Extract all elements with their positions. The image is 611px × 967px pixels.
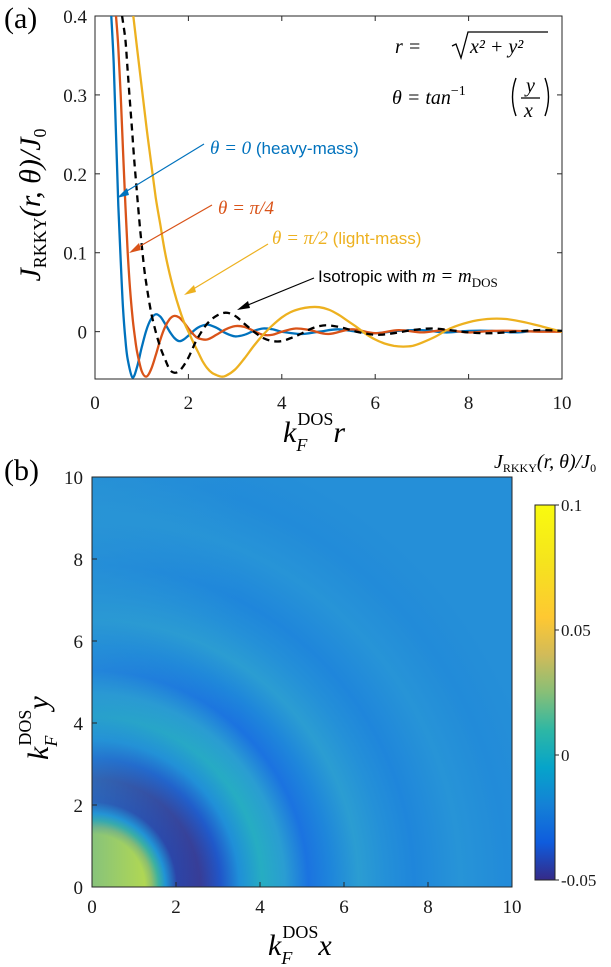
x-tick-label: 8 — [464, 393, 474, 414]
sqrt-sign — [451, 31, 548, 61]
equation-r-radicand: x² + y² — [469, 36, 524, 58]
x-tick-label: 2 — [184, 393, 194, 414]
panel-a-x-label: kFDOSr — [283, 409, 345, 455]
y-tick-label: 0 — [78, 323, 88, 344]
colorbar-ticks: 0.1 0.05 0 -0.05 — [555, 496, 596, 890]
arrowhead-isotropic — [237, 301, 250, 310]
x-tick-label: 10 — [553, 393, 572, 414]
series-line-1 — [114, 16, 562, 378]
annotation-heavy-mass: θ = 0 (heavy-mass) — [210, 138, 359, 159]
x-tick-label: 8 — [423, 897, 433, 918]
panel-a-y-axis: 0 0.1 0.2 0.3 0.4 — [63, 7, 562, 344]
y-tick-label: 0.2 — [63, 165, 87, 186]
arrowhead-heavy-mass — [117, 188, 129, 198]
colorbar-tick-label: 0 — [561, 746, 570, 765]
fraction-denominator: x — [523, 100, 533, 122]
y-tick-label: 2 — [74, 796, 84, 817]
y-tick-label: 0.1 — [63, 244, 87, 265]
panel-b-y-axis: 0 2 4 6 8 10 — [64, 468, 97, 899]
heatmap-edge-shading — [92, 477, 512, 887]
x-tick-label: 0 — [87, 897, 97, 918]
panel-b-y-label: kFDOSy — [15, 696, 61, 760]
equations: r = x² + y² θ = tan−1 y x — [392, 31, 550, 122]
panel-a-label: (a) — [4, 2, 37, 35]
y-tick-label: 0 — [74, 878, 84, 899]
arrow-light-mass — [189, 243, 269, 292]
x-tick-label: 2 — [171, 897, 181, 918]
series-line-2 — [132, 16, 562, 378]
equation-theta: θ = tan−1 — [392, 84, 466, 109]
arrow-heavy-mass — [121, 143, 205, 195]
arrow-pi4 — [134, 204, 213, 250]
heatmap — [92, 477, 512, 887]
right-paren — [544, 77, 550, 117]
colorbar-tick-label: -0.05 — [561, 871, 596, 890]
panel-b: (b) 0 2 4 6 8 10 0 2 4 6 8 10 kFDOSy kFDOSx JRKKY(… — [4, 451, 596, 967]
x-tick-label: 4 — [277, 393, 287, 414]
panel-b-label: (b) — [4, 454, 39, 487]
annotation-isotropic: Isotropic with m = mDOS — [318, 266, 498, 290]
arrowhead-light-mass — [184, 285, 196, 295]
panel-b-x-axis: 0 2 4 6 8 10 — [87, 882, 522, 918]
fraction-numerator: y — [524, 75, 535, 97]
x-tick-label: 4 — [255, 897, 265, 918]
y-tick-label: 4 — [74, 714, 84, 735]
y-tick-label: 6 — [74, 632, 84, 653]
panel-a-x-axis: 0 2 4 6 8 10 — [90, 16, 572, 414]
y-tick-label: 0.3 — [63, 86, 87, 107]
panel-b-x-label: kFDOSx — [268, 922, 332, 967]
panel-b-plot-frame — [91, 476, 513, 888]
x-tick-label: 10 — [503, 897, 522, 918]
annotations: θ = 0 (heavy-mass) θ = π/4 θ = π/2 (ligh… — [117, 138, 498, 310]
colorbar-tick-label: 0.05 — [561, 621, 591, 640]
arrow-isotropic — [242, 277, 315, 308]
left-paren — [511, 77, 517, 117]
series-line-3 — [120, 16, 562, 374]
x-tick-label: 6 — [370, 393, 380, 414]
panel-a-y-label: JRKKY(r, θ)/J0 — [14, 128, 50, 281]
annotation-light-mass: θ = π/2 (light-mass) — [272, 228, 421, 249]
colorbar-title: JRKKY(r, θ)/J0 — [494, 451, 596, 475]
x-tick-label: 6 — [339, 897, 349, 918]
y-tick-label: 0.4 — [63, 7, 87, 28]
colorbar: JRKKY(r, θ)/J0 0.1 0.05 0 -0.05 — [494, 451, 596, 890]
panel-a: (a) 0 0.1 0.2 0.3 0.4 0 2 4 6 8 10 JRKKY(r, θ)/J0… — [4, 2, 572, 455]
x-tick-label: 0 — [90, 393, 100, 414]
equation-r: r = — [395, 36, 421, 58]
colorbar-tick-label: 0.1 — [561, 496, 582, 515]
arrowhead-pi4 — [129, 243, 141, 253]
colorbar-gradient — [534, 504, 556, 881]
panel-a-curves — [110, 16, 562, 379]
y-tick-label: 8 — [74, 550, 84, 571]
y-tick-label: 10 — [64, 468, 83, 489]
annotation-pi4: θ = π/4 — [218, 198, 274, 219]
